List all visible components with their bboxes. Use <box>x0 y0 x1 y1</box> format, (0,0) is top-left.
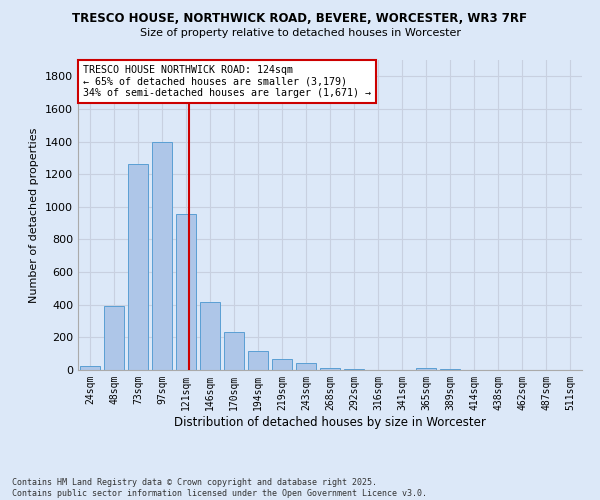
Bar <box>440 369 460 370</box>
Bar <box>80 366 100 370</box>
Bar <box>152 142 172 370</box>
Bar <box>248 351 268 370</box>
Bar <box>224 332 244 370</box>
Text: Size of property relative to detached houses in Worcester: Size of property relative to detached ho… <box>139 28 461 38</box>
Bar <box>104 306 124 370</box>
X-axis label: Distribution of detached houses by size in Worcester: Distribution of detached houses by size … <box>174 416 486 428</box>
Bar <box>296 364 316 370</box>
Bar <box>416 368 436 370</box>
Text: TRESCO HOUSE NORTHWICK ROAD: 124sqm
← 65% of detached houses are smaller (3,179): TRESCO HOUSE NORTHWICK ROAD: 124sqm ← 65… <box>83 64 371 98</box>
Text: TRESCO HOUSE, NORTHWICK ROAD, BEVERE, WORCESTER, WR3 7RF: TRESCO HOUSE, NORTHWICK ROAD, BEVERE, WO… <box>73 12 527 26</box>
Bar <box>176 214 196 370</box>
Bar <box>272 360 292 370</box>
Y-axis label: Number of detached properties: Number of detached properties <box>29 128 40 302</box>
Bar <box>320 368 340 370</box>
Text: Contains HM Land Registry data © Crown copyright and database right 2025.
Contai: Contains HM Land Registry data © Crown c… <box>12 478 427 498</box>
Bar <box>128 164 148 370</box>
Bar <box>200 302 220 370</box>
Bar <box>344 368 364 370</box>
